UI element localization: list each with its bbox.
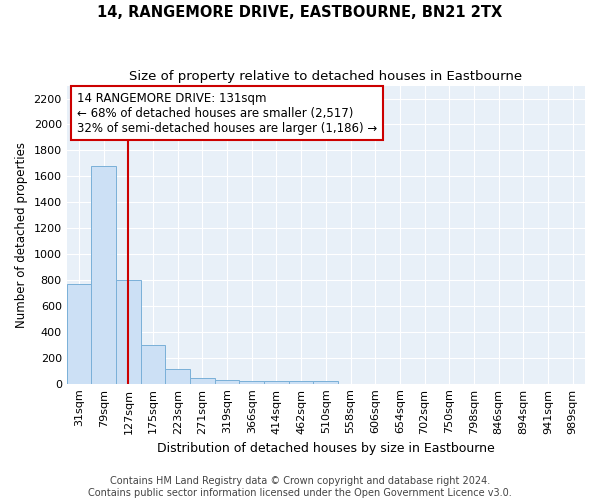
Bar: [239, 381, 264, 384]
Bar: [215, 380, 239, 384]
Bar: [116, 280, 141, 384]
Text: 14, RANGEMORE DRIVE, EASTBOURNE, BN21 2TX: 14, RANGEMORE DRIVE, EASTBOURNE, BN21 2T…: [97, 5, 503, 20]
Bar: [190, 378, 215, 384]
Y-axis label: Number of detached properties: Number of detached properties: [15, 142, 28, 328]
Bar: [313, 381, 338, 384]
X-axis label: Distribution of detached houses by size in Eastbourne: Distribution of detached houses by size …: [157, 442, 495, 455]
Title: Size of property relative to detached houses in Eastbourne: Size of property relative to detached ho…: [129, 70, 523, 83]
Text: 14 RANGEMORE DRIVE: 131sqm
← 68% of detached houses are smaller (2,517)
32% of s: 14 RANGEMORE DRIVE: 131sqm ← 68% of deta…: [77, 92, 377, 134]
Bar: [141, 345, 166, 384]
Bar: [289, 382, 313, 384]
Bar: [264, 381, 289, 384]
Text: Contains HM Land Registry data © Crown copyright and database right 2024.
Contai: Contains HM Land Registry data © Crown c…: [88, 476, 512, 498]
Bar: [91, 166, 116, 384]
Bar: [67, 284, 91, 384]
Bar: [166, 370, 190, 384]
